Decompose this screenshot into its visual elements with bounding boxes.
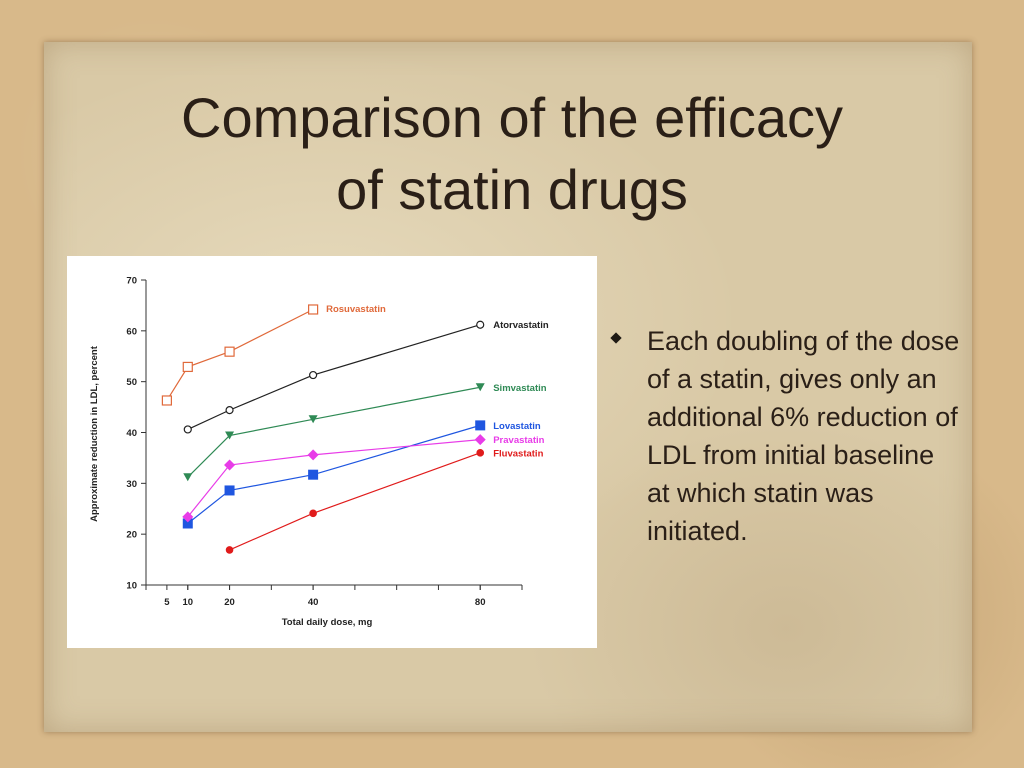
data-point-simvastatin [225,431,235,440]
data-point-atorvastatin [225,406,234,415]
data-point-simvastatin [183,473,193,482]
y-tick-label: 10 [126,581,137,592]
data-point-atorvastatin [476,320,485,329]
bullet-item: Each doubling of the dose of a statin, g… [647,326,960,546]
data-point-pravastatin [307,449,319,461]
series-line-lovastatin [187,424,481,524]
chart-panel: 10 20 30 40 50 60 70 5 10 20 40 80 Rosuvastatin Ator… [67,256,597,648]
y-tick-label: 60 [126,326,137,337]
series-label-simvastatin: Simvastatin [493,383,547,394]
x-tick-label: 20 [224,597,235,608]
x-tick-label: 10 [182,597,193,608]
y-tick-label: 70 [126,276,137,287]
series-label-fluvastatin: Fluvastatin [493,448,543,459]
series-label-pravastatin: Pravastatin [493,435,544,446]
series-line-rosuvastatin [166,308,314,401]
data-point-lovastatin [224,485,235,496]
data-point-rosuvastatin [308,304,319,315]
data-point-fluvastatin [476,449,485,457]
title-line-1: Comparison of the efficacy [181,86,843,149]
series-line-pravastatin [187,439,481,518]
y-tick-label: 50 [126,377,137,388]
x-tick-label: 5 [164,597,170,608]
x-axis-title: Total daily dose, mg [282,617,373,628]
data-point-atorvastatin [309,370,318,380]
series-line-atorvastatin [187,324,481,430]
series-label-atorvastatin: Atorvastatin [493,320,549,331]
statin-efficacy-chart: 10 20 30 40 50 60 70 5 10 20 40 80 Rosuvastatin Ator… [89,276,549,629]
y-tick-label: 40 [126,428,137,439]
y-tick-label: 20 [126,530,137,541]
data-point-lovastatin [475,420,486,431]
series-line-fluvastatin [229,452,481,551]
series-line-simvastatin [187,386,481,478]
data-point-fluvastatin [225,546,234,554]
data-point-fluvastatin [309,509,317,518]
x-tick-label: 40 [308,597,319,608]
data-point-pravastatin [474,434,486,446]
data-point-atorvastatin [183,425,192,434]
data-point-pravastatin [224,459,236,471]
series-label-rosuvastatin: Rosuvastatin [326,304,386,315]
y-tick-label: 30 [126,479,137,490]
data-point-simvastatin [308,415,318,424]
data-point-lovastatin [182,518,193,529]
data-point-rosuvastatin [161,395,172,406]
data-point-rosuvastatin [224,346,235,357]
slide-title: Comparison of the efficacy of statin dru… [60,82,964,226]
data-point-simvastatin [475,383,485,392]
title-line-2: of statin drugs [336,158,688,221]
y-axis-title: Approximate reduction in LDL, percent [89,345,100,522]
series-label-lovastatin: Lovastatin [493,421,541,432]
x-tick-label: 80 [475,597,486,608]
data-point-lovastatin [308,469,319,480]
data-point-rosuvastatin [182,361,193,373]
